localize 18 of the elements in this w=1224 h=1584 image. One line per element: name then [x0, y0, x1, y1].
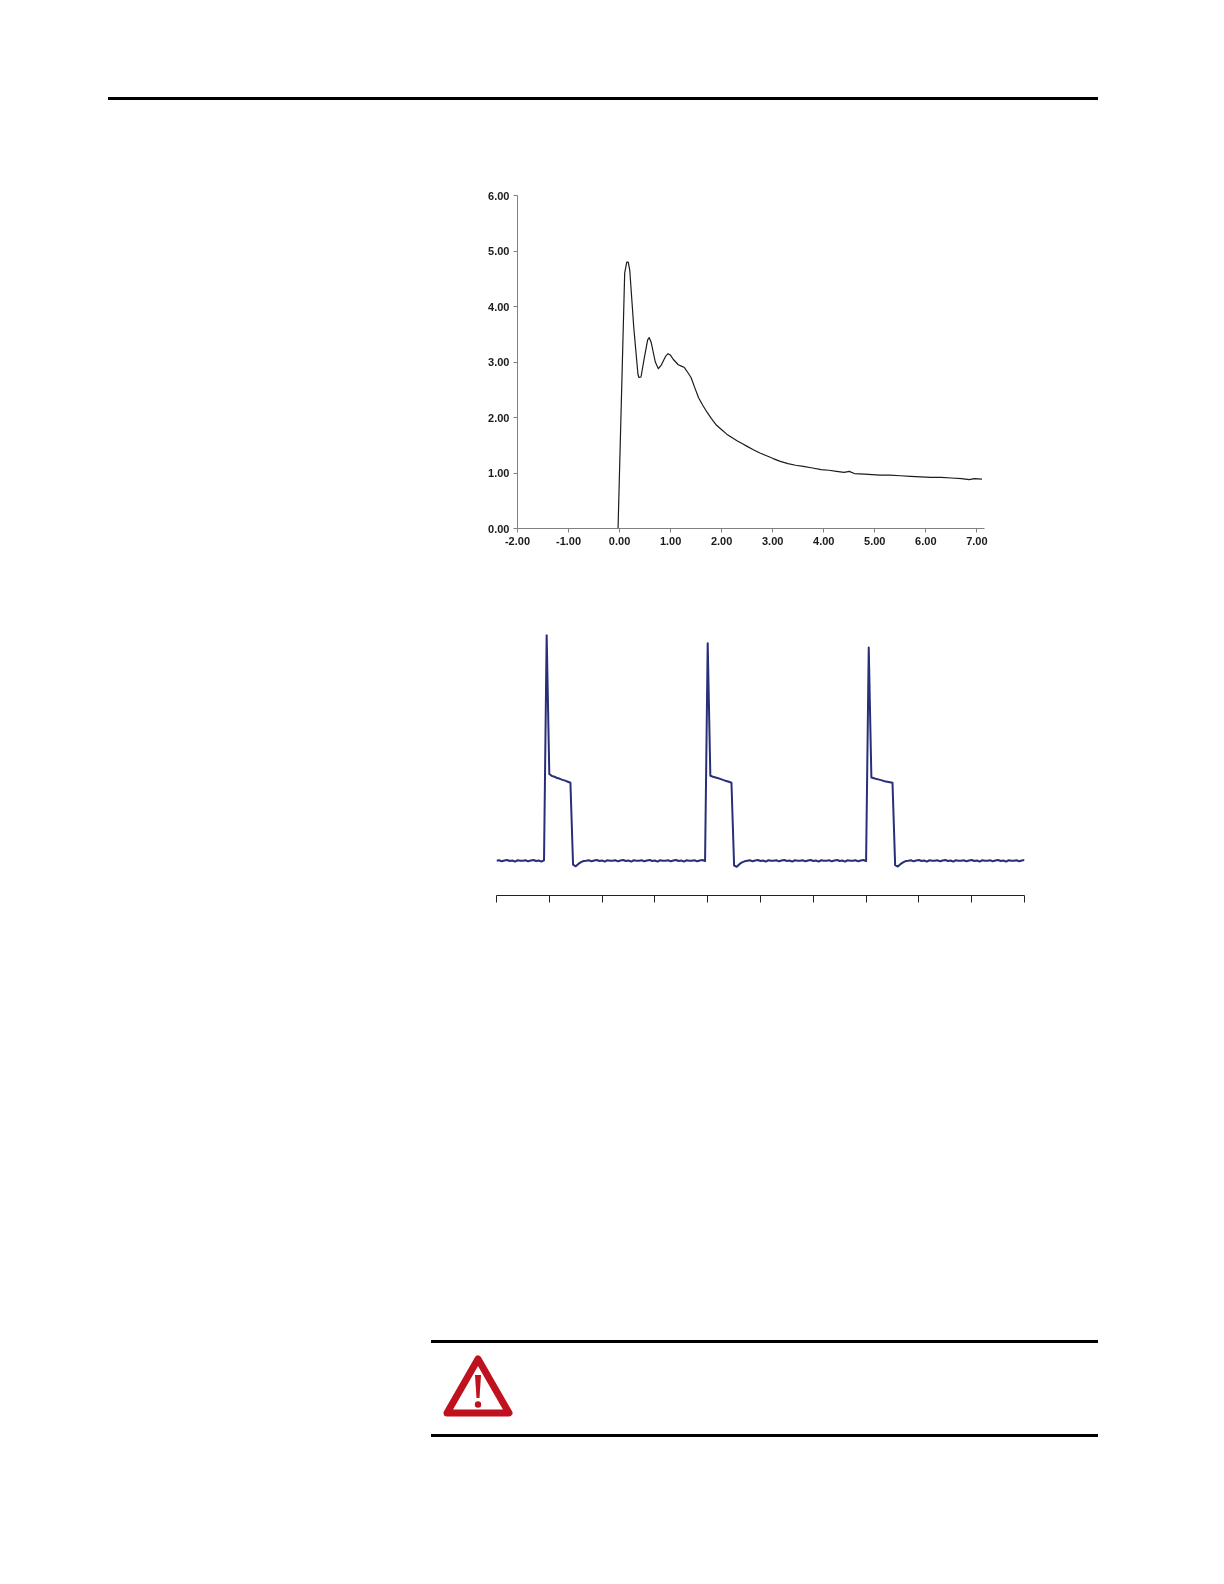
y-tick-label: 4.00: [488, 300, 510, 313]
y-tick-label: 0.00: [488, 522, 510, 535]
x-tick-label: 5.00: [864, 534, 886, 547]
y-tick-label: 5.00: [488, 245, 510, 257]
x-tick-label: 2.00: [710, 534, 733, 547]
x-tick-label: 4.00: [813, 534, 835, 547]
y-tick-label: 2.00: [488, 411, 510, 424]
x-tick-label: 1.00: [659, 534, 682, 547]
y-tick-label: 3.00: [488, 356, 510, 368]
x-tick-label: 0.00: [608, 534, 631, 547]
x-tick-label: 3.00: [761, 534, 784, 547]
line-series: [617, 261, 983, 529]
x-tick-label: 7.00: [966, 534, 988, 547]
y-tick-label: 6.00: [488, 189, 510, 202]
x-tick-label: 6.00: [915, 534, 937, 547]
y-tick-label: 1.00: [488, 467, 510, 479]
x-tick-label: -1.00: [556, 534, 582, 547]
x-tick-label: -2.00: [504, 534, 531, 547]
